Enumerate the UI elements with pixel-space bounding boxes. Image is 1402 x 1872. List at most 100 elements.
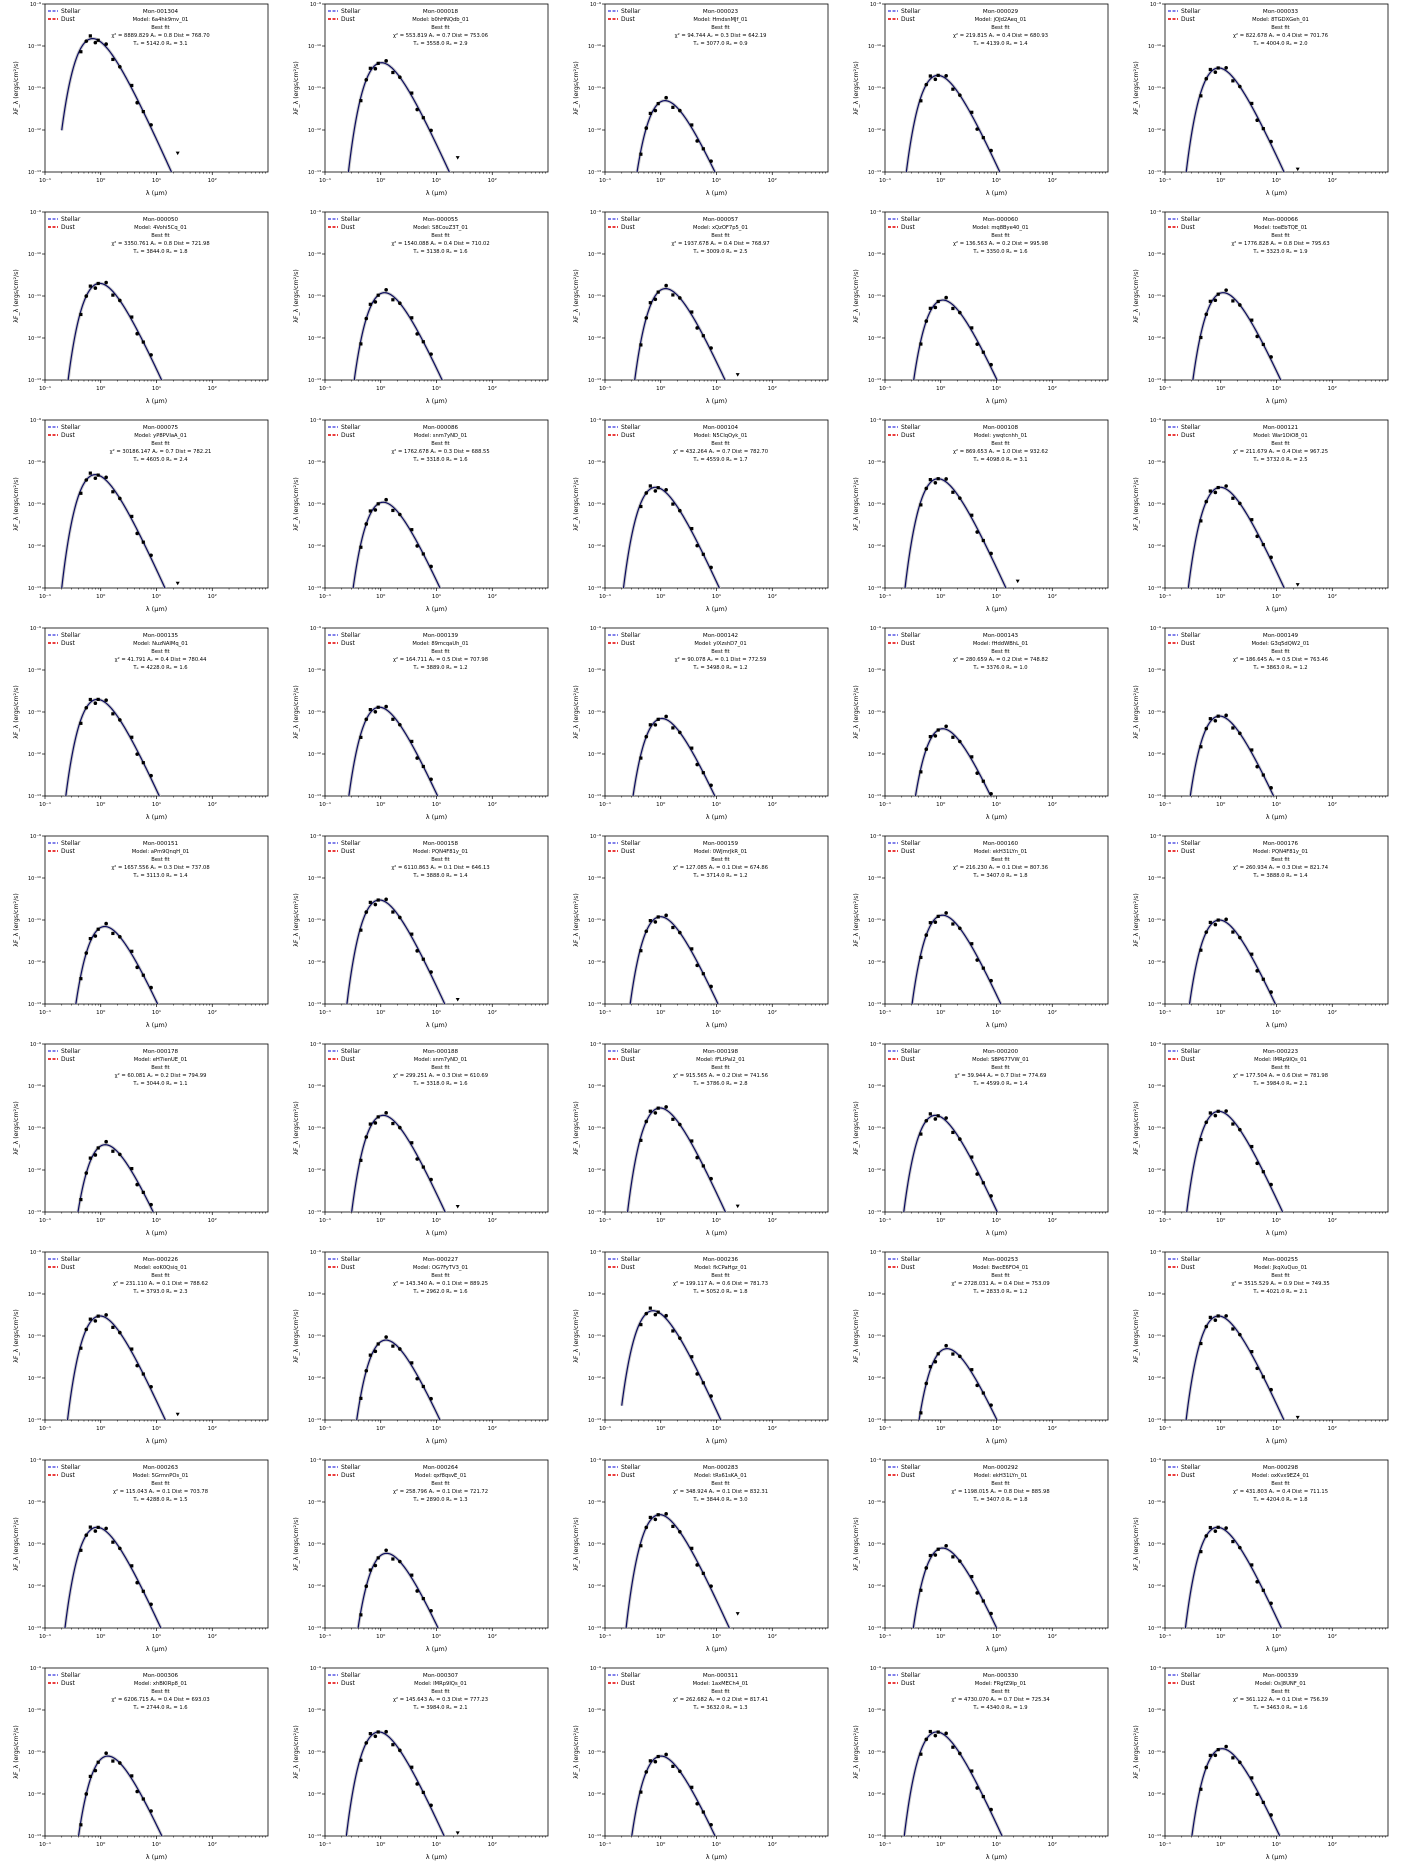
data-point-square xyxy=(410,739,414,743)
x-tick-label: 10⁻¹ xyxy=(319,1009,331,1016)
model-curve xyxy=(1186,1110,1284,1212)
fit-teff-radius: Tₑ = 3714.0 Rₛ = 1.2 xyxy=(692,873,747,879)
data-point-circle xyxy=(653,723,658,727)
panel-title: Mon-000298 xyxy=(1263,1465,1299,1471)
data-point-square xyxy=(671,105,675,109)
data-point-circle xyxy=(989,1807,993,1812)
fit-params: χ² = 231.110 Aᵥ = 0.1 Dist = 788.62 xyxy=(113,1281,208,1287)
y-tick-label: 10⁻¹¹ xyxy=(28,918,41,924)
panel-title: Mon-000283 xyxy=(703,1465,739,1471)
data-point-square xyxy=(928,1365,932,1369)
data-point-square xyxy=(648,723,652,727)
y-tick-label: 10⁻¹¹ xyxy=(28,502,41,508)
data-point-circle xyxy=(373,508,378,512)
model-spread xyxy=(63,1525,163,1628)
best-fit-label: Best fit xyxy=(1271,441,1289,447)
legend-stellar-label: Stellar xyxy=(1181,424,1201,431)
y-tick-label: 10⁻¹⁰ xyxy=(308,44,321,50)
x-tick-label: 10⁰ xyxy=(936,177,946,184)
data-point-square xyxy=(690,1785,694,1789)
sed-panel: 10⁻¹ 10⁰ 10¹ 10² 10⁻¹³ 10⁻¹² 10⁻¹¹ 10⁻¹⁰ 10⁻⁹ λ (… xyxy=(840,1664,1120,1872)
x-tick-label: 10⁰ xyxy=(656,1633,666,1640)
legend-stellar-label: Stellar xyxy=(61,632,81,639)
data-point-square xyxy=(410,1573,414,1577)
fit-teff-radius: Tₑ = 4599.0 Rₛ = 1.4 xyxy=(972,1081,1028,1087)
data-point-square xyxy=(648,1109,652,1113)
x-tick-label: 10² xyxy=(1048,1217,1057,1224)
x-tick-label: 10⁰ xyxy=(376,177,386,184)
plot-area xyxy=(1188,713,1276,796)
data-point-square xyxy=(981,1794,985,1799)
model-curve xyxy=(61,37,173,172)
data-point-square xyxy=(111,712,115,716)
plot-area xyxy=(635,95,717,172)
legend-stellar-label: Stellar xyxy=(901,840,921,847)
data-point-square xyxy=(690,746,694,750)
x-axis-label: λ (μm) xyxy=(1266,813,1287,821)
x-axis-label: λ (μm) xyxy=(986,1229,1007,1237)
data-point-circle xyxy=(84,1792,89,1796)
panel-title: Mon-000236 xyxy=(703,1257,739,1263)
model-name: Model: 0WJmrJkR_01 xyxy=(694,849,747,855)
data-point-circle xyxy=(104,280,108,285)
x-tick-label: 10² xyxy=(208,1009,217,1016)
data-point-circle xyxy=(678,296,682,300)
data-point-circle xyxy=(1213,1529,1218,1533)
x-axis-label: λ (μm) xyxy=(706,1853,727,1861)
data-point-circle xyxy=(415,756,419,760)
y-tick-label: 10⁻¹¹ xyxy=(868,1126,881,1132)
x-tick-label: 10¹ xyxy=(1272,1633,1281,1640)
legend-stellar-label: Stellar xyxy=(621,1464,641,1471)
y-tick-label: 10⁻¹¹ xyxy=(1148,1750,1161,1756)
data-point-square xyxy=(970,1574,974,1579)
x-tick-label: 10² xyxy=(208,1425,217,1432)
data-point-circle xyxy=(149,123,153,127)
best-fit-label: Best fit xyxy=(991,25,1009,31)
x-tick-label: 10¹ xyxy=(432,177,441,184)
legend-dust-label: Dust xyxy=(901,224,916,231)
data-point-square xyxy=(359,1396,363,1400)
y-tick-label: 10⁻¹² xyxy=(868,1168,881,1174)
data-point-square xyxy=(970,513,974,517)
data-point-square xyxy=(410,316,414,320)
legend-stellar-label: Stellar xyxy=(61,1256,81,1263)
data-point-circle xyxy=(1269,1813,1273,1817)
data-point-circle xyxy=(1255,534,1259,539)
data-point-circle xyxy=(104,475,108,480)
data-point-circle xyxy=(1255,1366,1259,1371)
data-point-square xyxy=(690,1355,694,1359)
model-curve xyxy=(1184,1526,1282,1628)
best-fit-label: Best fit xyxy=(711,857,729,863)
best-fit-label: Best fit xyxy=(151,25,169,31)
y-tick-label: 10⁻¹¹ xyxy=(588,1542,601,1548)
data-point-square xyxy=(1261,542,1265,547)
data-point-circle xyxy=(373,902,378,907)
data-point-square xyxy=(1199,1341,1203,1346)
x-tick-label: 10⁻¹ xyxy=(319,177,331,184)
data-point-circle xyxy=(644,491,649,495)
legend-stellar-label: Stellar xyxy=(1181,1464,1201,1471)
data-point-square xyxy=(671,502,675,506)
x-axis-label: λ (μm) xyxy=(426,813,447,821)
y-tick-label: 10⁻¹⁰ xyxy=(588,1500,601,1506)
data-point-circle xyxy=(1213,718,1218,723)
data-point-square xyxy=(656,1513,660,1517)
y-tick-label: 10⁻¹⁰ xyxy=(868,876,881,882)
data-point-circle xyxy=(944,477,948,481)
y-tick-label: 10⁻¹¹ xyxy=(28,1126,41,1132)
data-point-square xyxy=(1261,127,1265,131)
x-tick-label: 10⁰ xyxy=(936,1009,946,1016)
data-point-square xyxy=(951,1130,955,1135)
data-point-square xyxy=(928,1553,932,1558)
y-tick-label: 10⁻¹⁰ xyxy=(1148,1084,1161,1090)
fit-teff-radius: Tₑ = 2744.0 Rₛ = 1.6 xyxy=(132,1705,187,1711)
legend-dust-label: Dust xyxy=(61,1056,76,1063)
fit-teff-radius: Tₑ = 3844.0 Rₛ = 1.8 xyxy=(132,249,187,255)
data-point-circle xyxy=(924,486,929,491)
x-axis-label: λ (μm) xyxy=(426,1229,447,1237)
data-point-square xyxy=(141,761,145,765)
